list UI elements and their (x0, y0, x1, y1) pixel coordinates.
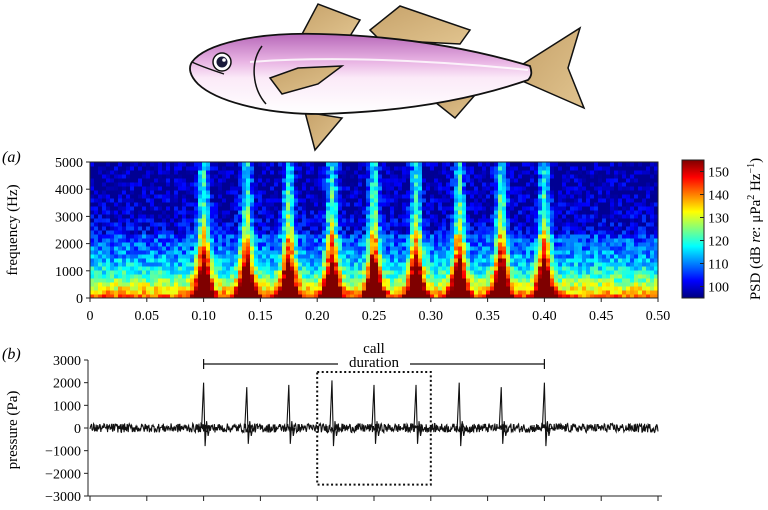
lateral-line (249, 58, 529, 71)
spectrogram-ytick-label: 1000 (55, 265, 83, 280)
colorbar-tick-label: 120 (708, 235, 729, 250)
waveform-ytick-label: −1000 (45, 445, 81, 460)
spectrogram-xtick-label: 0.40 (532, 309, 557, 324)
spectrogram-xtick-label: 0.35 (475, 309, 500, 324)
spectrogram-xtick-label: 0.15 (248, 309, 273, 324)
colorbar-tick-label: 150 (708, 166, 729, 181)
call-duration-label-line2: duration (349, 355, 399, 371)
spectrogram-xtick-label: 0 (87, 309, 94, 324)
spectrogram-ytick-label: 3000 (55, 210, 83, 225)
colorbar: 100 110 120 130 140 150 PSD (dB re: μPa2 Hz−1… (681, 158, 764, 300)
call-duration-annotation: call duration (203, 341, 546, 371)
spectrogram-ytick-label: 5000 (55, 156, 83, 171)
waveform-plot: 3000 2000 1000 0 −1000 −2000 −3000 call durati… (45, 341, 662, 505)
colorbar-gradient (681, 159, 705, 299)
spectrogram-ytick-label: 4000 (55, 183, 83, 198)
call-duration-label-line1: call (363, 341, 385, 357)
colorbar-label: PSD (dB re: μPa2 Hz−1) (746, 158, 764, 300)
panel-label-b: (b) (2, 346, 21, 363)
gill-line (253, 45, 267, 105)
colorbar-tick-label: 110 (708, 258, 728, 273)
waveform-ytick-label: 2000 (53, 377, 81, 392)
pupil (216, 56, 228, 68)
fish-illustration (189, 3, 586, 152)
waveform-ylabel: pressure (Pa) (5, 391, 21, 470)
pectoral-fin (268, 65, 345, 95)
waveform-ytick-label: −3000 (45, 490, 81, 505)
waveform-ytick-label: 0 (74, 422, 81, 437)
waveform-ytick-label: 3000 (53, 354, 81, 369)
spectrogram-xtick-label: 0.50 (646, 309, 671, 324)
spectrogram-xtick-label: 0.10 (191, 309, 216, 324)
eye-highlight (222, 58, 226, 62)
pressure-waveform (89, 380, 659, 447)
colorbar-tick-label: 140 (708, 189, 729, 204)
spectrogram-xtick-label: 0.45 (589, 309, 614, 324)
spectrogram-xtick-label: 0.20 (305, 309, 330, 324)
pelvic-fin (303, 111, 344, 152)
colorbar-tick-label: 130 (708, 212, 729, 227)
spectrogram-ytick-label: 0 (76, 292, 83, 307)
mouth-line (191, 61, 225, 75)
fish-body (189, 32, 533, 115)
waveform-ytick-label: 1000 (53, 399, 81, 414)
waveform-ytick-label: −2000 (45, 467, 81, 482)
spectrogram-xtick-label: 0.25 (362, 309, 387, 324)
spectrogram-ytick-label: 2000 (55, 238, 83, 253)
colorbar-tick-label: 100 (708, 281, 729, 296)
spectrogram-xtick-label: 0.05 (135, 309, 160, 324)
panel-label-a: (a) (2, 149, 21, 166)
spectrogram-plot: 0 1000 2000 3000 4000 5000 0 0.05 0.10 0.15 0.20 0… (55, 156, 670, 324)
spectrogram-xtick-label: 0.30 (419, 309, 444, 324)
pulse-interval-box (316, 371, 432, 486)
spectrogram-ylabel: frequency (Hz) (5, 184, 21, 275)
